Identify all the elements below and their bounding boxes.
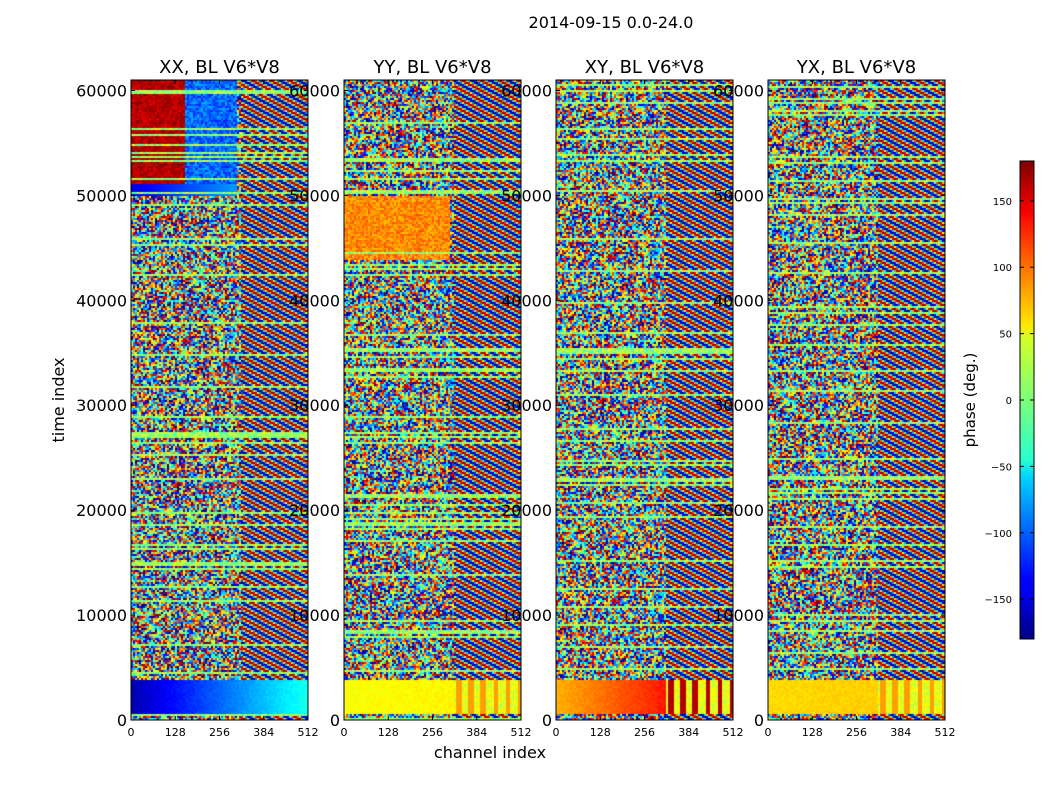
y-tick-label: 60000 bbox=[76, 81, 127, 100]
x-tick-label: 256 bbox=[634, 726, 655, 739]
x-tick-label: 0 bbox=[765, 726, 772, 739]
x-tick-label: 384 bbox=[890, 726, 911, 739]
panel-title: YY, BL V6*V8 bbox=[372, 57, 491, 78]
colorbar-tick-label: 50 bbox=[999, 330, 1012, 341]
y-tick-label: 50000 bbox=[501, 186, 552, 205]
x-tick-label: 384 bbox=[678, 726, 699, 739]
y-tick-label: 20000 bbox=[76, 501, 127, 520]
colorbar-tick-label: −50 bbox=[991, 462, 1012, 473]
x-tick-label: 384 bbox=[253, 726, 274, 739]
x-tick-label: 128 bbox=[802, 726, 823, 739]
phase-raster bbox=[344, 80, 521, 720]
x-axis-label: channel index bbox=[434, 743, 546, 762]
x-tick-label: 512 bbox=[511, 726, 532, 739]
panel-title: XY, BL V6*V8 bbox=[585, 57, 704, 78]
y-tick-label: 10000 bbox=[289, 606, 340, 625]
x-tick-label: 512 bbox=[298, 726, 319, 739]
phase-raster bbox=[131, 80, 308, 720]
y-tick-label: 0 bbox=[754, 711, 764, 730]
colorbar-tick-label: 0 bbox=[1006, 396, 1012, 407]
colorbar-tick-label: −150 bbox=[985, 595, 1012, 606]
panel-title: XX, BL V6*V8 bbox=[159, 57, 280, 78]
x-tick-label: 128 bbox=[590, 726, 611, 739]
y-tick-label: 50000 bbox=[713, 186, 764, 205]
y-tick-label: 40000 bbox=[76, 291, 127, 310]
x-tick-label: 128 bbox=[165, 726, 186, 739]
x-tick-label: 0 bbox=[128, 726, 135, 739]
x-tick-label: 384 bbox=[466, 726, 487, 739]
y-tick-label: 40000 bbox=[713, 291, 764, 310]
y-tick-label: 60000 bbox=[501, 81, 552, 100]
phase-image bbox=[131, 80, 308, 720]
colorbar-tick-label: 150 bbox=[993, 197, 1012, 208]
phase-image bbox=[768, 80, 945, 720]
x-tick-label: 128 bbox=[378, 726, 399, 739]
colorbar-tick-label: −100 bbox=[985, 529, 1012, 540]
y-tick-label: 20000 bbox=[501, 501, 552, 520]
y-tick-label: 10000 bbox=[76, 606, 127, 625]
y-tick-label: 0 bbox=[330, 711, 340, 730]
y-tick-label: 30000 bbox=[501, 396, 552, 415]
panel-yx: YX, BL V6*V8 0 128 256 384 512 0 10000 20000 3000… bbox=[713, 57, 955, 739]
panel-xx: XX, BL V6*V8 0 128 256 384 512 0 10000 20000 3000… bbox=[76, 57, 318, 739]
colorbar: −150 −100 −50 0 50 100 150 phase (deg.) bbox=[961, 160, 1035, 640]
phase-image bbox=[556, 80, 733, 720]
y-tick-label: 0 bbox=[117, 711, 127, 730]
x-tick-label: 0 bbox=[553, 726, 560, 739]
panel-xy: XY, BL V6*V8 0 128 256 384 512 0 10000 20000 3000… bbox=[501, 57, 743, 739]
phase-raster bbox=[556, 80, 733, 720]
panel-yy: YY, BL V6*V8 0 128 256 384 512 0 10000 20000 3000… bbox=[289, 57, 531, 739]
y-tick-label: 10000 bbox=[501, 606, 552, 625]
y-tick-label: 40000 bbox=[289, 291, 340, 310]
y-tick-label: 50000 bbox=[289, 186, 340, 205]
y-tick-label: 50000 bbox=[76, 186, 127, 205]
y-tick-label: 10000 bbox=[713, 606, 764, 625]
figure-suptitle: 2014-09-15 0.0-24.0 bbox=[529, 13, 694, 32]
y-tick-label: 0 bbox=[542, 711, 552, 730]
panel-title: YX, BL V6*V8 bbox=[796, 57, 916, 78]
y-tick-label: 30000 bbox=[289, 396, 340, 415]
x-tick-label: 256 bbox=[846, 726, 867, 739]
colorbar-ticks: −150 −100 −50 0 50 100 150 bbox=[985, 197, 1034, 606]
colorbar-label: phase (deg.) bbox=[961, 353, 979, 448]
x-tick-label: 512 bbox=[723, 726, 744, 739]
y-tick-label: 20000 bbox=[713, 501, 764, 520]
x-tick-label: 512 bbox=[935, 726, 956, 739]
phase-raster bbox=[768, 80, 945, 720]
x-tick-label: 0 bbox=[341, 726, 348, 739]
y-tick-label: 20000 bbox=[289, 501, 340, 520]
y-tick-label: 30000 bbox=[76, 396, 127, 415]
y-tick-label: 40000 bbox=[501, 291, 552, 310]
phase-image bbox=[344, 80, 521, 720]
y-tick-label: 60000 bbox=[713, 81, 764, 100]
x-tick-label: 256 bbox=[422, 726, 443, 739]
x-tick-label: 256 bbox=[209, 726, 230, 739]
colorbar-tick-label: 100 bbox=[993, 263, 1012, 274]
panels: XX, BL V6*V8 0 128 256 384 512 0 10000 20000 3000… bbox=[76, 57, 955, 739]
y-tick-label: 60000 bbox=[289, 81, 340, 100]
y-tick-label: 30000 bbox=[713, 396, 764, 415]
y-axis-label: time index bbox=[49, 357, 68, 442]
